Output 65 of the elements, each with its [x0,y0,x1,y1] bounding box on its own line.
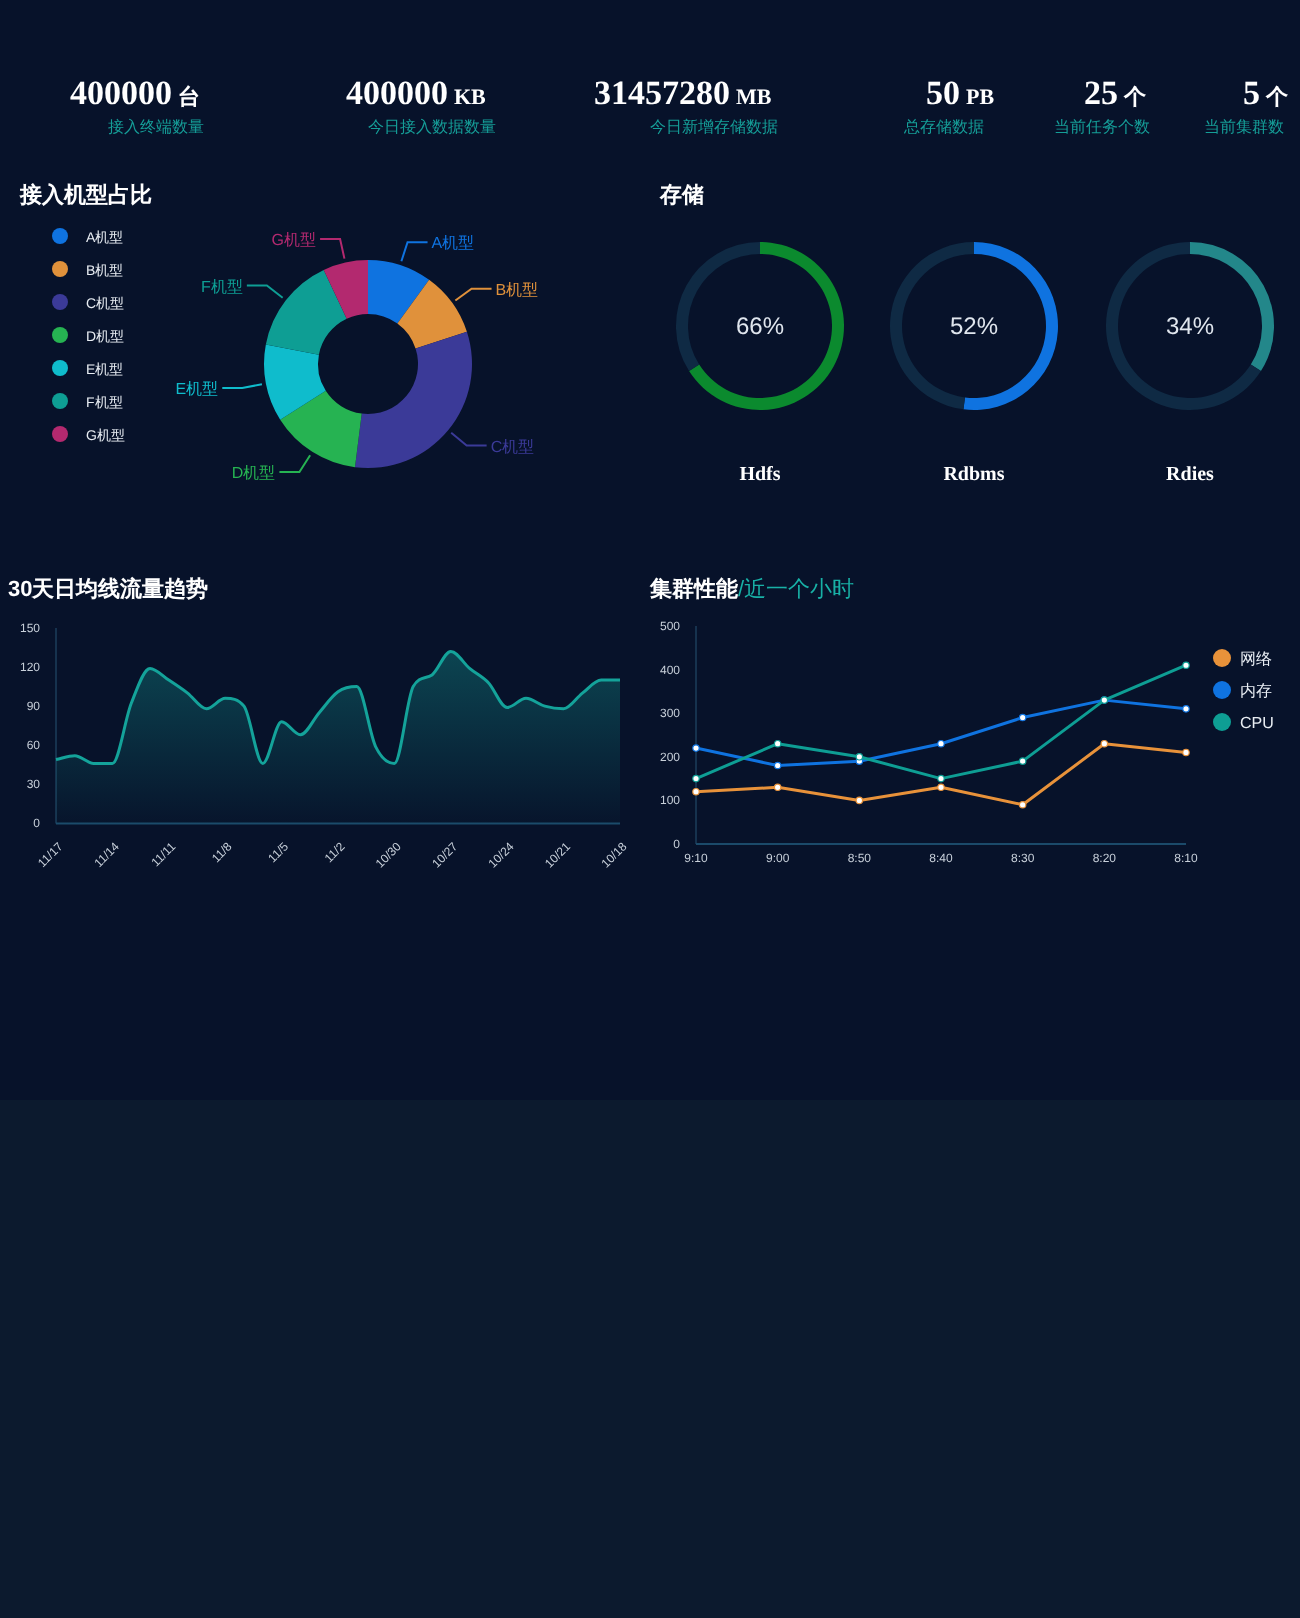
category-label: 今日接入数据数量 [368,118,496,136]
data-label: 50 [926,74,960,112]
donut-slice [280,390,362,468]
point [1182,705,1190,713]
chart-title: 集群性能 [648,576,740,602]
legend-label: CPU [1240,714,1275,732]
slice-label: G机型 [271,231,317,250]
slice-label: D机型 [231,464,276,483]
legend-label: 网络 [1240,650,1272,668]
slice-label: C机型 [490,437,535,456]
donut-slice [264,344,326,420]
point [937,783,945,792]
point [692,787,700,796]
data-label: 400000 [70,74,172,112]
point [1018,800,1027,809]
chart-subtitle: /近一个小时 [738,576,855,602]
point [773,761,782,770]
category-label: 接入终端数量 [108,118,204,136]
donut-slice [368,260,430,324]
text: KB [454,86,488,110]
point [1018,757,1027,765]
data-label: 5 [1243,74,1260,112]
point [855,796,864,805]
legend-label: 内存 [1240,682,1272,700]
category-label: 总存储数据 [902,118,984,136]
text: 34% [1165,312,1215,340]
point [692,774,700,783]
category-label: 今日新增存储数据 [650,118,778,136]
text: 台 [178,84,200,110]
data-label: 25 [1084,74,1118,112]
donut-slice [354,331,472,468]
chart-title: 存储 [658,182,704,208]
text: Rdbms [943,464,1005,486]
text: Hdfs [739,464,781,486]
point [773,739,782,748]
data-label: 400000 [346,74,448,112]
point [692,744,700,752]
point [773,783,782,792]
text: 52% [949,312,999,340]
chart-title: 30天日均线流量趋势 [8,576,209,602]
slice-label: B机型 [495,280,539,299]
donut-slice [1106,242,1261,410]
point [1182,661,1190,670]
text: PB [966,86,996,110]
point [1018,713,1027,722]
slice-label: F机型 [201,277,243,296]
text: 个 [1122,84,1148,110]
slice-label: E机型 [175,379,219,398]
text: Rdies [1166,464,1215,486]
point [937,774,945,783]
donut-slice [323,260,368,319]
category-label: 当前集群数 [1204,118,1284,136]
point [1100,739,1109,748]
point [1182,748,1190,757]
text: 个 [1264,84,1290,110]
data-label: 31457280 [594,74,730,112]
text: 66% [735,312,785,340]
category-label: 当前任务个数 [1054,118,1150,136]
donut-slice [265,269,347,355]
donut-slice [689,242,844,410]
text: MB [736,86,773,110]
slice-label: A机型 [431,234,475,253]
donut-slice [397,279,467,349]
point [937,739,945,748]
chart-title: 接入机型占比 [18,182,152,208]
